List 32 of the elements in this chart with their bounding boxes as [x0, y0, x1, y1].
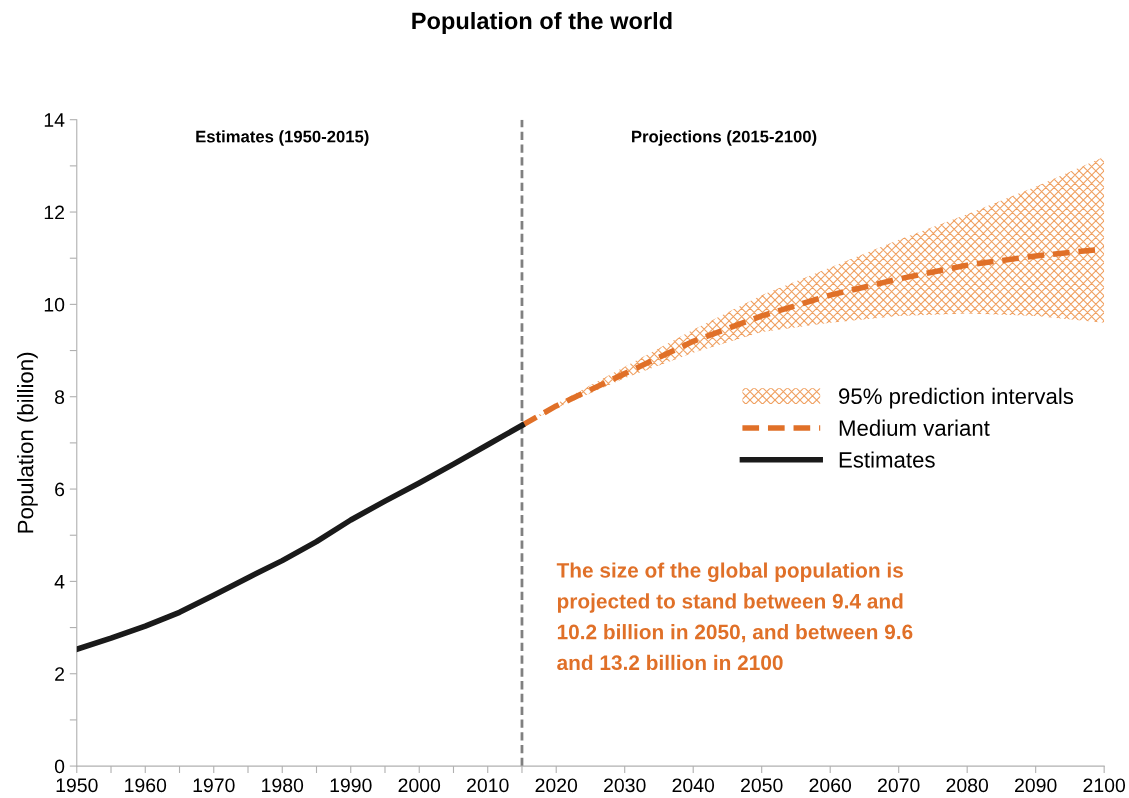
annotation: Estimates (1950-2015)	[196, 130, 369, 146]
x-tick-label: 2010	[467, 778, 509, 793]
chart-title: Population of the world	[412, 11, 672, 34]
y-tick-label: 14	[44, 113, 65, 127]
y-axis-title: Population (billion)	[17, 352, 38, 533]
x-tick-label: 2040	[672, 778, 715, 793]
x-tick-label: 1970	[193, 778, 235, 793]
y-tick-label: 2	[55, 667, 64, 681]
legend-label: Medium variant	[839, 419, 990, 436]
legend-label: 95% prediction intervals	[839, 387, 1074, 409]
x-tick-label: 2080	[946, 778, 989, 793]
annotation: The size of the global population is projected to stand between 9.4 and 10.2 billion in 2050, and between 9.6 and 13.2 billion in 2100	[556, 562, 913, 671]
x-tick-label: 2000	[398, 778, 441, 793]
x-tick-label: 1960	[125, 778, 167, 793]
x-tick-label: 2030	[604, 778, 646, 793]
x-tick-label: 2070	[878, 778, 920, 793]
y-tick-label: 8	[55, 390, 65, 404]
y-tick-label: 6	[55, 482, 65, 497]
x-tick-label: 2060	[809, 778, 852, 793]
y-tick-label: 12	[44, 205, 64, 220]
x-tick-label: 1950	[56, 778, 98, 793]
x-tick-label: 2100	[1083, 778, 1126, 793]
x-tick-label: 2050	[741, 778, 783, 793]
x-tick-label: 1990	[330, 778, 372, 793]
annotation: Projections (2015-2100)	[632, 130, 817, 146]
legend-label: Estimates	[839, 451, 935, 468]
x-tick-label: 2020	[535, 778, 578, 793]
y-tick-label: 10	[44, 297, 65, 312]
y-tick-label: 4	[54, 575, 65, 589]
y-tick-label: 0	[54, 759, 65, 774]
x-tick-label: 1980	[262, 778, 304, 793]
x-tick-label: 2090	[1015, 778, 1057, 793]
